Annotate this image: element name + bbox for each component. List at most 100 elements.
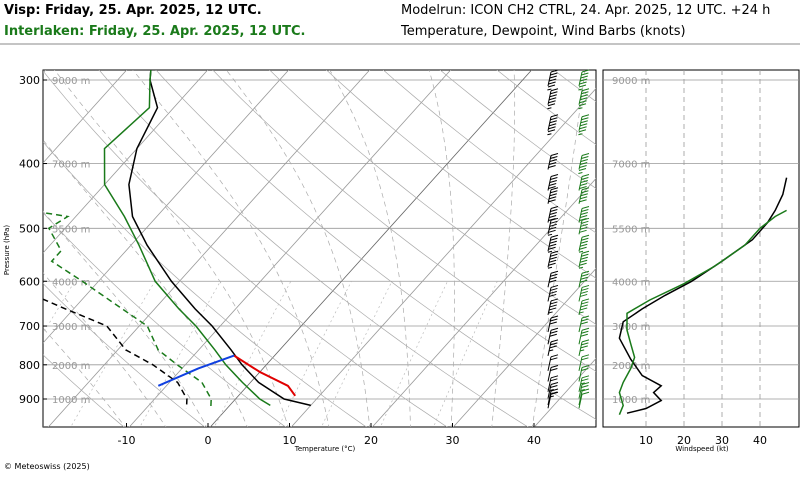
skewt-frame xyxy=(42,69,597,428)
wind-barb-flag xyxy=(549,388,554,391)
wind-barb-flag xyxy=(580,159,588,163)
wind-barb xyxy=(547,217,559,236)
wind-barb-flag xyxy=(550,88,559,92)
wind-barb-flag xyxy=(550,301,558,305)
wind-barb-flag xyxy=(580,75,588,79)
dry-adiabat xyxy=(43,70,448,427)
wind-barb-flag xyxy=(581,365,590,368)
wind-barb-flag xyxy=(581,217,590,221)
wind-barb-staff xyxy=(547,273,552,288)
wind-barb-staff xyxy=(547,116,552,131)
wind-barb-flag xyxy=(550,72,558,76)
temperature-tick-label: 30 xyxy=(446,434,460,447)
wind-barb-flag xyxy=(547,250,553,253)
temperature-axis-label: Temperature (°C) xyxy=(294,445,356,453)
dry-adiabat xyxy=(98,70,529,427)
wind-barb xyxy=(578,375,590,392)
wind-barb-flag xyxy=(581,205,590,209)
wind-barb-flag xyxy=(579,126,587,130)
wind-barb xyxy=(547,365,559,382)
dry-adiabat xyxy=(326,70,596,279)
wind-barb-flag xyxy=(550,357,558,361)
wind-barb-flag xyxy=(581,174,590,178)
wind-barb-flag xyxy=(550,342,558,346)
wind-barb xyxy=(578,217,590,235)
wind-barb-flag xyxy=(550,287,558,291)
wind-barb-flag xyxy=(581,284,590,288)
wind-barb-flag xyxy=(580,183,588,187)
wind-barb-staff xyxy=(547,300,552,316)
interlaken-dewpoint-line xyxy=(43,211,212,409)
wind-barb-flag xyxy=(548,100,556,104)
wind-barb-flag xyxy=(548,311,553,314)
parcel-moist-line xyxy=(157,354,235,387)
wind-barb-flag xyxy=(579,311,584,314)
height-label: 2000 m xyxy=(52,361,90,372)
windspeed-tick-label: 30 xyxy=(715,434,729,447)
wind-barb-flag xyxy=(581,114,590,118)
wind-barb-flag xyxy=(549,193,557,197)
wind-barb-staff xyxy=(547,176,552,191)
wind-barb-flag xyxy=(550,174,559,178)
wind-barb-flag xyxy=(580,180,588,184)
wind-barb-staff xyxy=(578,377,583,392)
wind-barb-flag xyxy=(578,103,587,107)
wind-barb-flag xyxy=(547,233,553,236)
dry-adiabat xyxy=(382,70,596,234)
wind-barb-flag xyxy=(580,388,585,391)
moist-adiabat xyxy=(329,70,411,427)
wind-height-label: 9000 m xyxy=(612,76,650,87)
wind-barb xyxy=(547,205,559,223)
wind-barb xyxy=(547,234,559,253)
wind-barb-flag xyxy=(550,298,559,302)
dry-adiabat xyxy=(43,141,367,427)
wind-barb-flag xyxy=(547,133,552,136)
wind-barb-flag xyxy=(549,243,557,247)
wind-barb-flag xyxy=(580,293,588,297)
isotherm-line xyxy=(533,357,596,427)
wind-barb xyxy=(547,381,559,399)
isotherm-line xyxy=(43,70,209,254)
isotherm-line xyxy=(209,70,533,427)
pressure-axis-label: Pressure (hPa) xyxy=(3,225,11,275)
mixing-ratio-line xyxy=(380,281,448,427)
wind-barb-flag xyxy=(581,208,589,212)
wind-barb-flag xyxy=(581,117,589,121)
wind-barb xyxy=(578,339,590,357)
wind-barb-flag xyxy=(550,187,559,191)
wind-barb xyxy=(578,381,590,399)
wind-barb-staff xyxy=(578,317,583,333)
wind-barb-staff xyxy=(578,287,583,302)
wind-barb-staff xyxy=(578,71,583,87)
windspeed-tick-label: 40 xyxy=(753,434,767,447)
wind-barb-flag xyxy=(579,100,587,104)
wind-barb-flag xyxy=(549,226,557,230)
wind-barb-flag xyxy=(548,199,556,203)
isotherm-line xyxy=(452,267,596,427)
wind-barb-flag xyxy=(580,223,588,227)
wind-barb-flag xyxy=(581,318,589,322)
station2-title: Interlaken: Friday, 25. Apr. 2025, 12 UT… xyxy=(4,24,306,39)
wind-barb xyxy=(578,205,590,223)
wind-barb-flag xyxy=(547,107,552,110)
height-label: 9000 m xyxy=(52,76,90,87)
wind-barb-flag xyxy=(580,214,588,218)
wind-barb xyxy=(547,327,559,345)
pressure-tick-label: 700 xyxy=(19,320,40,333)
wind-barb-flag xyxy=(580,226,588,230)
windspeed-axis-label: Windspeed (kt) xyxy=(675,445,728,453)
wind-barb xyxy=(578,153,590,175)
wind-barb-flag xyxy=(550,378,558,382)
wind-barb-flag xyxy=(550,208,558,212)
wind-barb-flag xyxy=(549,196,557,200)
mixing-ratio-line xyxy=(433,281,498,427)
wind-barb-flag xyxy=(550,318,558,322)
wind-barb-flag xyxy=(580,304,588,308)
wind-barb-staff xyxy=(578,300,583,316)
wind-barb-flag xyxy=(581,339,590,343)
wind-barb-flag xyxy=(550,250,559,254)
wind-barb-flag xyxy=(578,168,587,172)
wind-barb xyxy=(547,339,559,357)
wind-barb xyxy=(578,88,590,110)
